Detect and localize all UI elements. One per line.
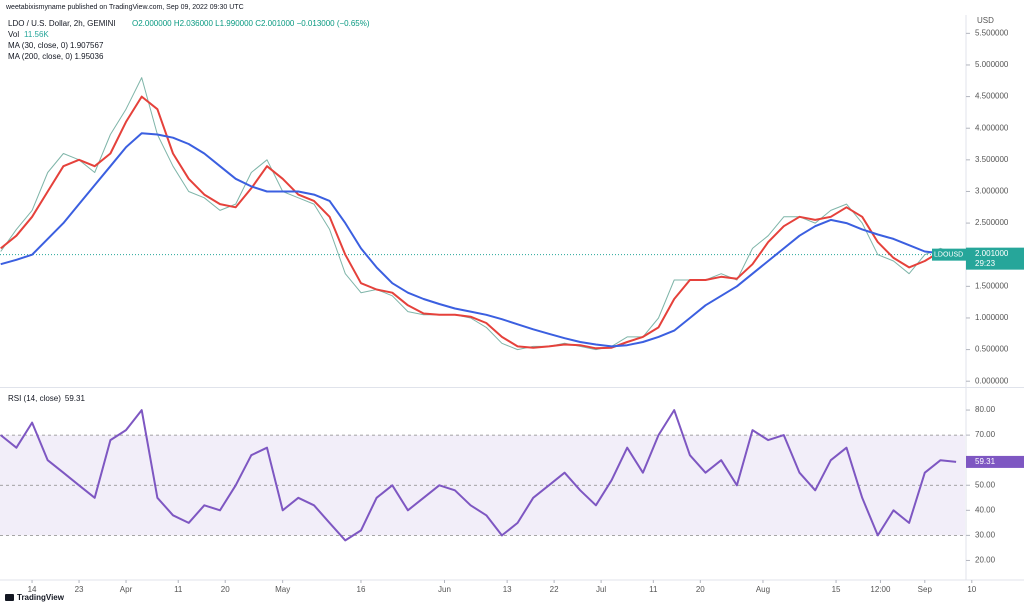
y-tick-label: 0.500000 bbox=[975, 345, 1009, 354]
y-tick-label: 5.500000 bbox=[975, 28, 1009, 37]
price-tag-countdown: 29:23 bbox=[975, 259, 996, 268]
x-tick-label: 15 bbox=[832, 585, 841, 594]
y-tick-label: 3.000000 bbox=[975, 187, 1009, 196]
pane-title: LDO / U.S. Dollar, 2h, GEMINI bbox=[8, 19, 116, 28]
y-tick-label: 40.00 bbox=[975, 505, 996, 514]
x-tick-label: 20 bbox=[221, 585, 230, 594]
y-tick-label: 3.500000 bbox=[975, 155, 1009, 164]
series-line bbox=[0, 409, 957, 542]
legend-name: MA (30, close, 0) bbox=[8, 41, 68, 50]
x-tick-label: 20 bbox=[696, 585, 705, 594]
x-tick-label: Apr bbox=[120, 585, 133, 594]
publisher: weetabixismyname published on TradingVie… bbox=[5, 4, 244, 11]
x-tick-label: 12:00 bbox=[870, 585, 891, 594]
brand-logo bbox=[5, 594, 14, 601]
series-line bbox=[0, 132, 957, 348]
ohlc: O2.000000 H2.036000 L1.990000 C2.001000 … bbox=[132, 19, 370, 28]
currency: USD bbox=[977, 16, 994, 25]
x-tick-label: 13 bbox=[503, 585, 512, 594]
y-tick-label: 30.00 bbox=[975, 530, 996, 539]
price-tag-name-bg bbox=[932, 248, 966, 261]
price-tag-bg bbox=[966, 247, 1024, 270]
legend-name: MA (200, close, 0) bbox=[8, 52, 73, 61]
legend-value: 1.907567 bbox=[70, 41, 104, 50]
x-tick-label: 11 bbox=[649, 585, 658, 594]
x-tick-label: Jul bbox=[596, 585, 606, 594]
y-tick-label: 1.000000 bbox=[975, 313, 1009, 322]
volume-value: 11.56K bbox=[24, 30, 49, 39]
x-tick-label: Jun bbox=[438, 585, 451, 594]
x-tick-label: 22 bbox=[550, 585, 559, 594]
y-tick-label: 1.500000 bbox=[975, 281, 1009, 290]
volume-name: Vol bbox=[8, 30, 19, 39]
series-line bbox=[0, 95, 957, 350]
plot-area bbox=[0, 77, 965, 351]
legend-value: 1.95036 bbox=[74, 52, 103, 61]
x-tick-label: 23 bbox=[75, 585, 84, 594]
x-tick-label: Aug bbox=[756, 585, 770, 594]
pane-title: RSI (14, close) bbox=[8, 394, 61, 403]
y-tick-label: 70.00 bbox=[975, 430, 996, 439]
y-tick-label: 20.00 bbox=[975, 556, 996, 565]
y-tick-label: 2.500000 bbox=[975, 218, 1009, 227]
plot-area bbox=[0, 409, 965, 542]
y-tick-label: 80.00 bbox=[975, 405, 996, 414]
brand: TradingView bbox=[17, 593, 65, 602]
series-line bbox=[0, 77, 957, 351]
price-tag-name: LDOUSD bbox=[934, 251, 963, 258]
legend-value: 59.31 bbox=[65, 394, 86, 403]
y-tick-label: 5.000000 bbox=[975, 60, 1009, 69]
price-tag-value: 2.001000 bbox=[975, 249, 1009, 258]
x-tick-label: May bbox=[275, 585, 290, 594]
y-tick-label: 0.000000 bbox=[975, 376, 1009, 385]
x-tick-label: 16 bbox=[357, 585, 366, 594]
y-tick-label: 4.000000 bbox=[975, 123, 1009, 132]
x-tick-label: 14 bbox=[28, 585, 37, 594]
x-tick-label: Sep bbox=[918, 585, 933, 594]
value-tag-bg bbox=[966, 455, 1024, 468]
x-tick-label: 10 bbox=[967, 585, 976, 594]
y-tick-label: 4.500000 bbox=[975, 92, 1009, 101]
y-tick-label: 50.00 bbox=[975, 480, 996, 489]
x-tick-label: 11 bbox=[174, 585, 183, 594]
value-tag: 59.31 bbox=[975, 457, 996, 466]
